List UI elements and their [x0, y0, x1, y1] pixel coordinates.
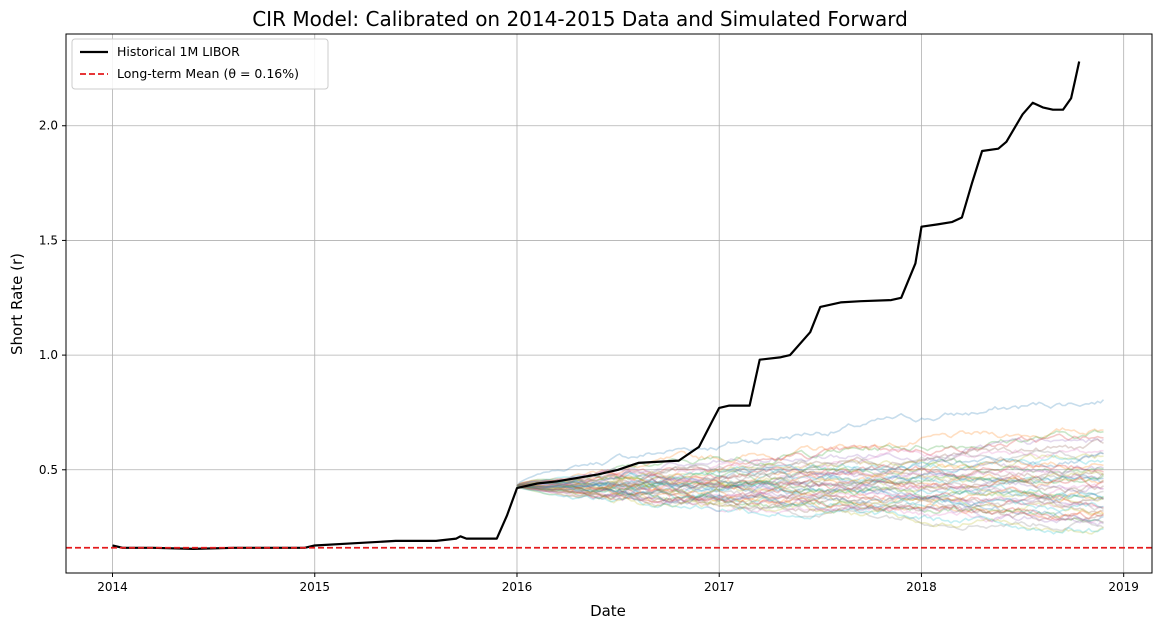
- x-axis-label: Date: [590, 602, 626, 620]
- simulation-path: [516, 452, 1104, 487]
- simulation-path: [516, 427, 1104, 487]
- simulation-path: [516, 454, 1104, 487]
- legend: Historical 1M LIBOR Long-term Mean (θ = …: [71, 38, 329, 90]
- simulation-path: [516, 485, 1104, 535]
- x-axis-ticks: 2014 2015 2016 2017 2018 2019: [97, 573, 1139, 594]
- simulation-path: [516, 482, 1104, 503]
- simulation-path: [516, 468, 1104, 488]
- y-axis-label: Short Rate (r): [8, 253, 26, 355]
- simulation-path: [516, 433, 1104, 487]
- simulation-path: [516, 485, 1104, 511]
- simulation-path: [516, 479, 1104, 498]
- simulation-path: [516, 485, 1104, 532]
- x-tick-label: 2017: [704, 580, 735, 594]
- chart-title: CIR Model: Calibrated on 2014-2015 Data …: [252, 7, 908, 31]
- simulation-path: [516, 447, 1104, 487]
- x-tick-label: 2015: [299, 580, 330, 594]
- simulation-path: [516, 484, 1104, 509]
- simulation-path: [516, 457, 1104, 487]
- simulation-path: [516, 485, 1104, 535]
- simulation-path: [516, 468, 1104, 487]
- simulation-paths: [516, 399, 1105, 535]
- plot-frame: [65, 33, 1153, 574]
- simulation-path: [516, 485, 1104, 524]
- simulation-path: [516, 473, 1104, 492]
- simulation-path: [516, 461, 1104, 488]
- simulation-path: [516, 473, 1104, 493]
- simulation-path: [516, 437, 1104, 487]
- simulation-path: [516, 449, 1104, 487]
- legend-box: [71, 38, 329, 90]
- simulation-path: [516, 469, 1105, 490]
- simulation-path: [517, 477, 1104, 494]
- simulation-path: [516, 483, 1104, 504]
- simulation-path: [516, 479, 1105, 501]
- simulation-path: [516, 485, 1104, 513]
- simulation-path: [517, 474, 1104, 495]
- simulation-path: [516, 485, 1104, 521]
- simulation-path: [516, 468, 1104, 489]
- y-tick-label: 0.5: [39, 463, 58, 477]
- simulation-path: [516, 485, 1104, 522]
- simulation-path: [516, 471, 1104, 491]
- simulation-path: [516, 485, 1104, 521]
- simulation-path: [516, 470, 1104, 491]
- simulation-path: [516, 479, 1104, 500]
- grid-lines: [66, 34, 1152, 573]
- simulation-path: [516, 429, 1104, 487]
- y-tick-label: 2.0: [39, 119, 58, 133]
- simulation-path: [516, 485, 1104, 509]
- simulation-path: [516, 485, 1104, 514]
- legend-mean-label: Long-term Mean (θ = 0.16%): [117, 66, 299, 81]
- simulation-path: [516, 485, 1104, 527]
- simulation-path: [516, 399, 1105, 487]
- simulation-path: [516, 438, 1104, 487]
- x-tick-label: 2014: [97, 580, 128, 594]
- simulation-path: [516, 458, 1104, 487]
- historical-libor-line: [112, 61, 1081, 551]
- simulation-path: [516, 485, 1104, 524]
- simulation-path: [516, 477, 1104, 501]
- simulation-path: [516, 485, 1104, 515]
- simulation-path: [516, 485, 1104, 506]
- simulation-path: [517, 477, 1104, 494]
- x-tick-label: 2016: [502, 580, 533, 594]
- x-tick-label: 2019: [1108, 580, 1139, 594]
- y-tick-label: 1.0: [39, 348, 58, 362]
- main-series: [66, 61, 1152, 551]
- y-tick-label: 1.5: [39, 233, 58, 247]
- legend-historical-label: Historical 1M LIBOR: [117, 44, 240, 59]
- simulation-path: [516, 453, 1104, 487]
- simulation-path: [516, 479, 1104, 504]
- simulation-path: [516, 485, 1104, 523]
- simulation-path: [516, 463, 1104, 487]
- x-tick-label: 2018: [906, 580, 937, 594]
- y-axis-ticks: 0.5 1.0 1.5 2.0: [39, 119, 66, 477]
